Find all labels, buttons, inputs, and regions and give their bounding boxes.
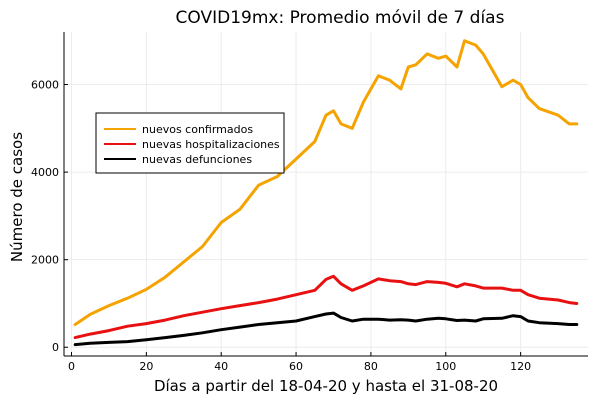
x-tick-label: 120 [510, 360, 531, 373]
y-tick-label: 2000 [31, 254, 59, 267]
legend-label: nuevas defunciones [142, 153, 252, 166]
legend-label: nuevos confirmados [142, 123, 253, 136]
y-tick-label: 0 [52, 341, 59, 354]
y-tick-label: 6000 [31, 79, 59, 92]
series-line-3 [73, 311, 579, 347]
x-tick-label: 0 [68, 360, 75, 373]
series-line-2 [73, 274, 579, 340]
legend-label: nuevas hospitalizaciones [142, 138, 280, 151]
x-axis-label: Días a partir del 18-04-20 y hasta el 31… [154, 377, 498, 395]
chart-title: COVID19mx: Promedio móvil de 7 días [176, 8, 505, 28]
legend: nuevos confirmados nuevas hospitalizacion… [95, 112, 285, 174]
x-ticks: 0 20 40 60 80 100 120 [68, 352, 531, 373]
x-tick-label: 40 [214, 360, 228, 373]
x-tick-label: 100 [435, 360, 456, 373]
series-line-1 [73, 39, 579, 326]
y-axis-label: Número de casos [8, 132, 26, 262]
gridlines [64, 32, 588, 356]
axes [63, 32, 588, 357]
x-tick-label: 20 [139, 360, 153, 373]
y-ticks: 0 2000 4000 6000 [31, 79, 68, 354]
x-tick-label: 60 [289, 360, 303, 373]
y-tick-label: 4000 [31, 166, 59, 179]
x-tick-label: 80 [364, 360, 378, 373]
series-lines [73, 39, 579, 347]
